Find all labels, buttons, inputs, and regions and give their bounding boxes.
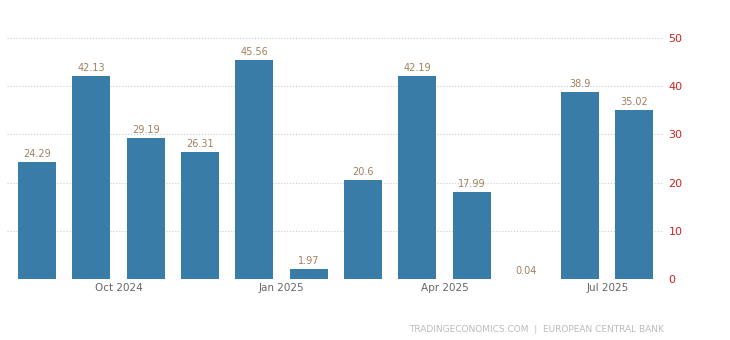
Bar: [453, 192, 491, 279]
Bar: [181, 152, 219, 279]
Bar: [344, 180, 382, 279]
Bar: [399, 76, 437, 279]
Text: 42.19: 42.19: [404, 63, 431, 73]
Bar: [615, 110, 653, 279]
Bar: [561, 92, 599, 279]
Bar: [18, 162, 56, 279]
Text: 1.97: 1.97: [298, 256, 320, 267]
Text: 24.29: 24.29: [23, 149, 51, 159]
Text: TRADINGECONOMICS.COM  |  EUROPEAN CENTRAL BANK: TRADINGECONOMICS.COM | EUROPEAN CENTRAL …: [410, 325, 664, 334]
Text: 45.56: 45.56: [240, 47, 268, 57]
Text: 38.9: 38.9: [569, 79, 591, 89]
Text: 29.19: 29.19: [132, 125, 160, 135]
Bar: [72, 76, 110, 279]
Bar: [290, 269, 328, 279]
Text: 42.13: 42.13: [77, 63, 105, 73]
Text: 26.31: 26.31: [186, 139, 214, 149]
Text: 0.04: 0.04: [515, 266, 537, 276]
Text: 35.02: 35.02: [620, 98, 648, 107]
Bar: [235, 59, 273, 279]
Bar: [127, 138, 165, 279]
Text: 17.99: 17.99: [458, 180, 485, 189]
Text: 20.6: 20.6: [352, 167, 374, 177]
